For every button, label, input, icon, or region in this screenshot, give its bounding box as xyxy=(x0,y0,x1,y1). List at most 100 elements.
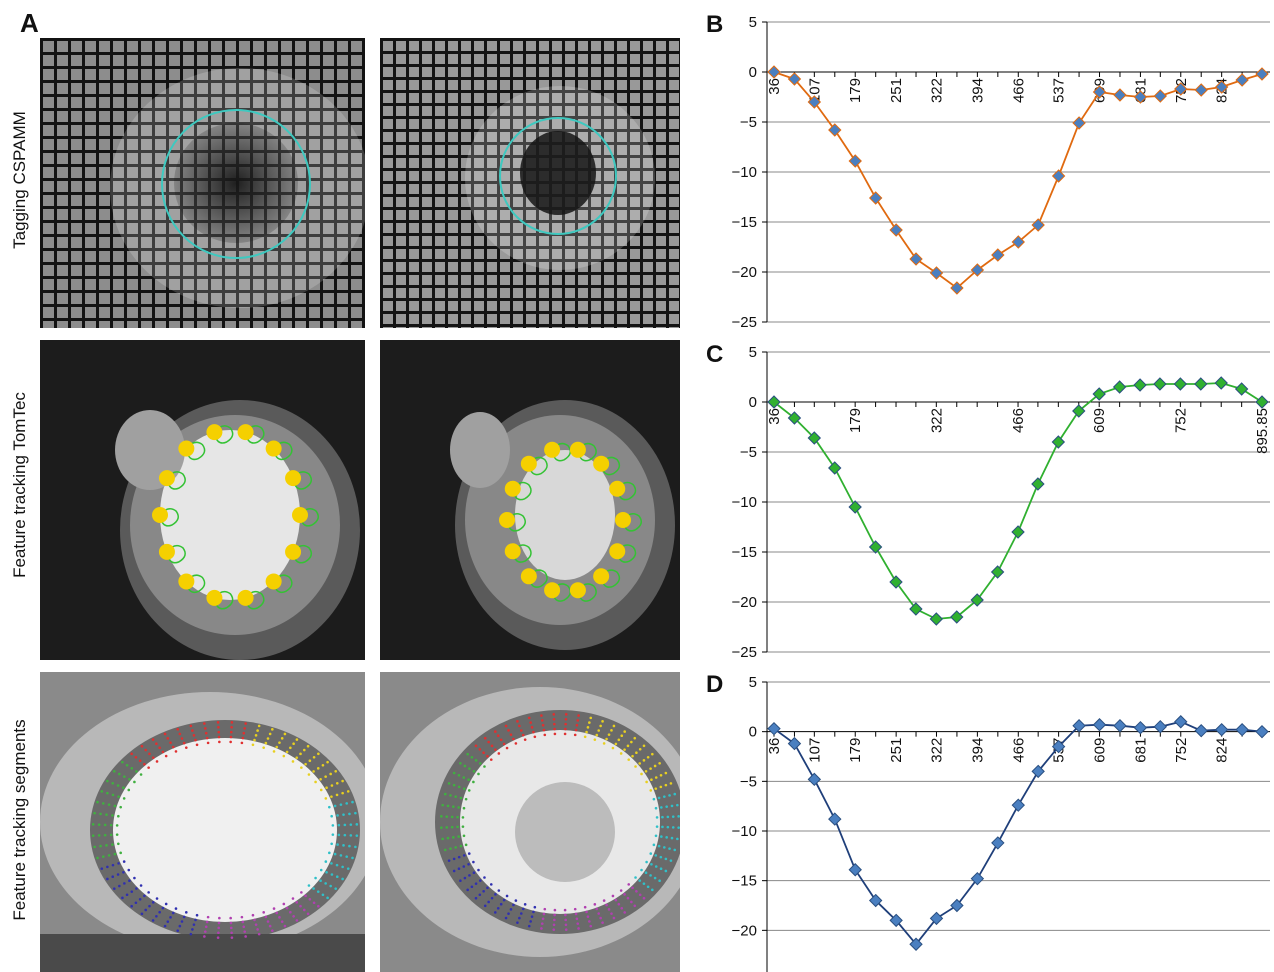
segment-dot xyxy=(466,888,469,892)
y-tick-label: −10 xyxy=(732,823,757,840)
segment-dot xyxy=(253,738,256,742)
tracking-point xyxy=(609,543,626,560)
segment-dot xyxy=(117,795,120,798)
segment-dot xyxy=(330,784,334,787)
segment-dot xyxy=(504,916,508,920)
tracking-point xyxy=(206,424,223,441)
segment-dot xyxy=(343,823,347,827)
segment-dot xyxy=(588,920,591,923)
segment-dot xyxy=(230,931,233,935)
tracking-point xyxy=(178,440,195,457)
segment-dot xyxy=(100,790,104,793)
tracking-point xyxy=(265,573,282,590)
tracking-line xyxy=(528,569,548,588)
segment-dot xyxy=(610,912,613,915)
segment-dot xyxy=(468,767,471,770)
segment-dot xyxy=(147,891,150,894)
segment-dot xyxy=(509,733,513,736)
segment-dot xyxy=(289,910,292,914)
row-label-segments: Feature tracking segments xyxy=(10,719,29,921)
segment-dot xyxy=(122,797,126,800)
tracking-point xyxy=(520,455,537,472)
segment-dot xyxy=(563,732,567,736)
segment-dot xyxy=(654,776,658,779)
segment-dot xyxy=(494,748,497,751)
segment-dot xyxy=(314,876,317,880)
y-tick-label: 0 xyxy=(749,724,757,741)
segment-dot xyxy=(256,729,259,732)
tracking-point xyxy=(569,441,586,458)
segment-dot xyxy=(326,896,329,900)
segment-dot xyxy=(334,769,338,773)
data-point xyxy=(1214,80,1229,94)
segment-dot xyxy=(91,834,95,837)
segment-dot xyxy=(673,792,677,796)
segment-dot xyxy=(614,898,618,902)
series-line xyxy=(773,71,1263,290)
segment-dot xyxy=(626,896,630,900)
segment-dot xyxy=(519,729,523,732)
data-point xyxy=(1092,85,1107,99)
segment-dot xyxy=(541,917,545,921)
segment-dot xyxy=(158,746,161,750)
segment-dot xyxy=(487,900,490,904)
tracking-line xyxy=(506,513,526,532)
data-point xyxy=(1255,67,1269,81)
segment-dot xyxy=(605,903,608,907)
segment-dot xyxy=(445,826,449,829)
segment-dot xyxy=(564,923,568,927)
tracking-line xyxy=(272,441,293,461)
segment-dot xyxy=(319,788,323,792)
segment-dot xyxy=(151,901,155,904)
segment-dot xyxy=(452,857,456,861)
segment-dot xyxy=(651,888,654,892)
segment-dot xyxy=(461,816,465,819)
segment-dot xyxy=(553,727,556,731)
segment-dot xyxy=(593,903,597,906)
segment-dot xyxy=(266,737,270,740)
segment-dot xyxy=(111,875,115,879)
segment-dot xyxy=(468,874,471,877)
segment-dot xyxy=(649,789,653,792)
segment-dot xyxy=(346,790,350,793)
segment-dot xyxy=(650,778,653,782)
segment-dot xyxy=(280,737,284,740)
segment-dot xyxy=(490,744,494,748)
data-point xyxy=(1173,377,1188,391)
segment-dot xyxy=(307,773,311,776)
data-point xyxy=(767,65,781,79)
segment-dot xyxy=(217,735,221,739)
segment-dot xyxy=(457,867,461,871)
segment-dot xyxy=(206,741,210,745)
segment-dot xyxy=(192,923,196,926)
segment-dot xyxy=(519,912,523,915)
segment-dot xyxy=(334,887,338,891)
segment-dot xyxy=(463,764,467,768)
segment-dot xyxy=(217,931,220,935)
segment-dot xyxy=(180,920,184,923)
segment-dot xyxy=(330,814,333,818)
segment-dot xyxy=(543,733,547,737)
tracking-point xyxy=(593,568,610,585)
tracking-point xyxy=(265,440,282,457)
y-tick-label: −10 xyxy=(732,164,757,181)
segment-dot xyxy=(272,750,276,753)
data-point xyxy=(1072,404,1086,418)
segment-dot xyxy=(355,823,359,826)
segment-dot xyxy=(527,716,531,720)
segment-dot xyxy=(117,814,120,818)
segment-dot xyxy=(638,879,642,882)
segment-dot xyxy=(564,713,568,716)
segment-dot xyxy=(125,763,129,767)
segment-dot xyxy=(111,781,115,785)
segment-dot xyxy=(655,816,659,819)
data-point xyxy=(1235,73,1249,87)
segment-dot xyxy=(139,884,143,887)
segment-dot xyxy=(111,863,115,867)
segment-dot xyxy=(564,727,567,731)
segment-dot xyxy=(184,746,188,749)
segment-dot xyxy=(553,732,557,736)
segment-dot xyxy=(191,928,194,931)
segment-dot xyxy=(478,893,482,897)
segment-dot xyxy=(449,847,452,850)
